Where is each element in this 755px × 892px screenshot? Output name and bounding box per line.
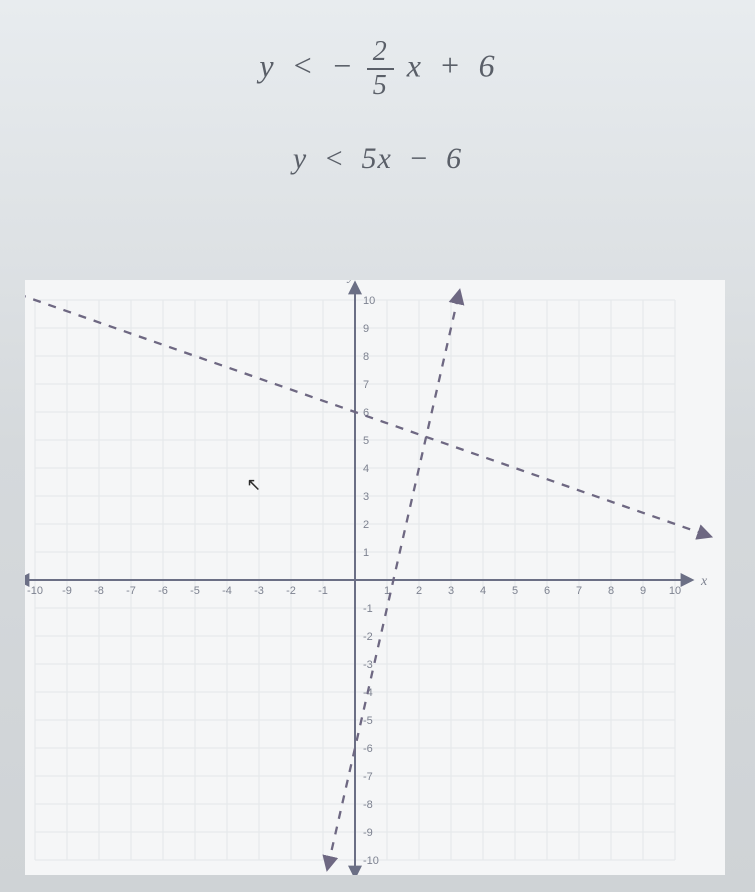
x-tick-label: -5 bbox=[190, 585, 200, 597]
x-tick-label: -6 bbox=[158, 585, 168, 597]
y-tick-label: 7 bbox=[363, 379, 369, 391]
eq2-slope: 5 bbox=[362, 142, 378, 175]
x-tick-label: -9 bbox=[62, 585, 72, 597]
y-tick-label: 10 bbox=[363, 295, 375, 307]
y-tick-label: -2 bbox=[363, 631, 373, 643]
y-tick-label: -3 bbox=[363, 659, 373, 671]
y-tick-label: -1 bbox=[363, 603, 373, 615]
y-axis-label: y bbox=[346, 280, 355, 284]
inequality-2: y < 5x − 6 bbox=[293, 142, 462, 176]
eq2-lhs: y bbox=[293, 142, 307, 175]
x-tick-label: 7 bbox=[576, 585, 582, 597]
eq1-lhs: y bbox=[259, 47, 274, 83]
x-tick-label: 2 bbox=[416, 585, 422, 597]
eq1-var: x bbox=[407, 47, 422, 83]
y-tick-label: 2 bbox=[363, 519, 369, 531]
y-tick-label: 5 bbox=[363, 435, 369, 447]
eq1-op: < bbox=[292, 47, 315, 83]
x-tick-label: -2 bbox=[286, 585, 296, 597]
y-tick-label: -6 bbox=[363, 743, 373, 755]
y-tick-label: -10 bbox=[363, 855, 379, 867]
eq1-frac-num: 2 bbox=[367, 38, 394, 70]
y-tick-label: -5 bbox=[363, 715, 373, 727]
mouse-cursor-icon: ↖ bbox=[246, 474, 261, 494]
y-tick-label: -9 bbox=[363, 827, 373, 839]
y-tick-label: -7 bbox=[363, 771, 373, 783]
y-tick-label: 4 bbox=[363, 463, 369, 475]
x-tick-label: 5 bbox=[512, 585, 518, 597]
y-tick-label: 3 bbox=[363, 491, 369, 503]
eq2-const: 6 bbox=[446, 142, 462, 175]
eq2-op: < bbox=[324, 142, 345, 175]
y-tick-label: 1 bbox=[363, 547, 369, 559]
x-tick-label: -4 bbox=[222, 585, 232, 597]
x-tick-label: -10 bbox=[27, 585, 43, 597]
y-tick-label: -8 bbox=[363, 799, 373, 811]
coordinate-graph[interactable]: -10 -9 -8 -7 -6 -5 -4 -3 -2 -1 1 2 3 4 5 6 7 8 9 10 -10 -9 -8 -… bbox=[25, 280, 725, 875]
x-tick-label: -8 bbox=[94, 585, 104, 597]
x-tick-label: -3 bbox=[254, 585, 264, 597]
eq1-const: 6 bbox=[479, 47, 496, 83]
equations-block: y < − 2 5 x + 6 y < 5x − 6 bbox=[0, 0, 755, 176]
graph-bg bbox=[25, 280, 725, 875]
page-root: y < − 2 5 x + 6 y < 5x − 6 -10-9-8-7-6-5… bbox=[0, 0, 755, 892]
eq1-fraction: 2 5 bbox=[367, 38, 394, 100]
x-axis-label: x bbox=[700, 574, 708, 589]
eq1-plus: + bbox=[439, 47, 462, 83]
eq2-var: x bbox=[378, 142, 392, 175]
x-tick-label: 9 bbox=[640, 585, 646, 597]
x-tick-label: 3 bbox=[448, 585, 454, 597]
x-tick-label: 6 bbox=[544, 585, 550, 597]
eq1-frac-den: 5 bbox=[367, 70, 394, 100]
x-tick-label: 4 bbox=[480, 585, 486, 597]
eq1-neg: − bbox=[331, 47, 354, 83]
eq2-minus: − bbox=[408, 142, 429, 175]
graph-container: -10 -9 -8 -7 -6 -5 -4 -3 -2 -1 1 2 3 4 5 6 7 8 9 10 -10 -9 -8 -… bbox=[25, 280, 725, 875]
inequality-1: y < − 2 5 x + 6 bbox=[259, 38, 495, 100]
x-tick-label: 10 bbox=[669, 585, 681, 597]
x-tick-label: -7 bbox=[126, 585, 136, 597]
x-tick-label: 8 bbox=[608, 585, 614, 597]
x-tick-label: -1 bbox=[318, 585, 328, 597]
y-tick-label: 9 bbox=[363, 323, 369, 335]
y-tick-label: 8 bbox=[363, 351, 369, 363]
